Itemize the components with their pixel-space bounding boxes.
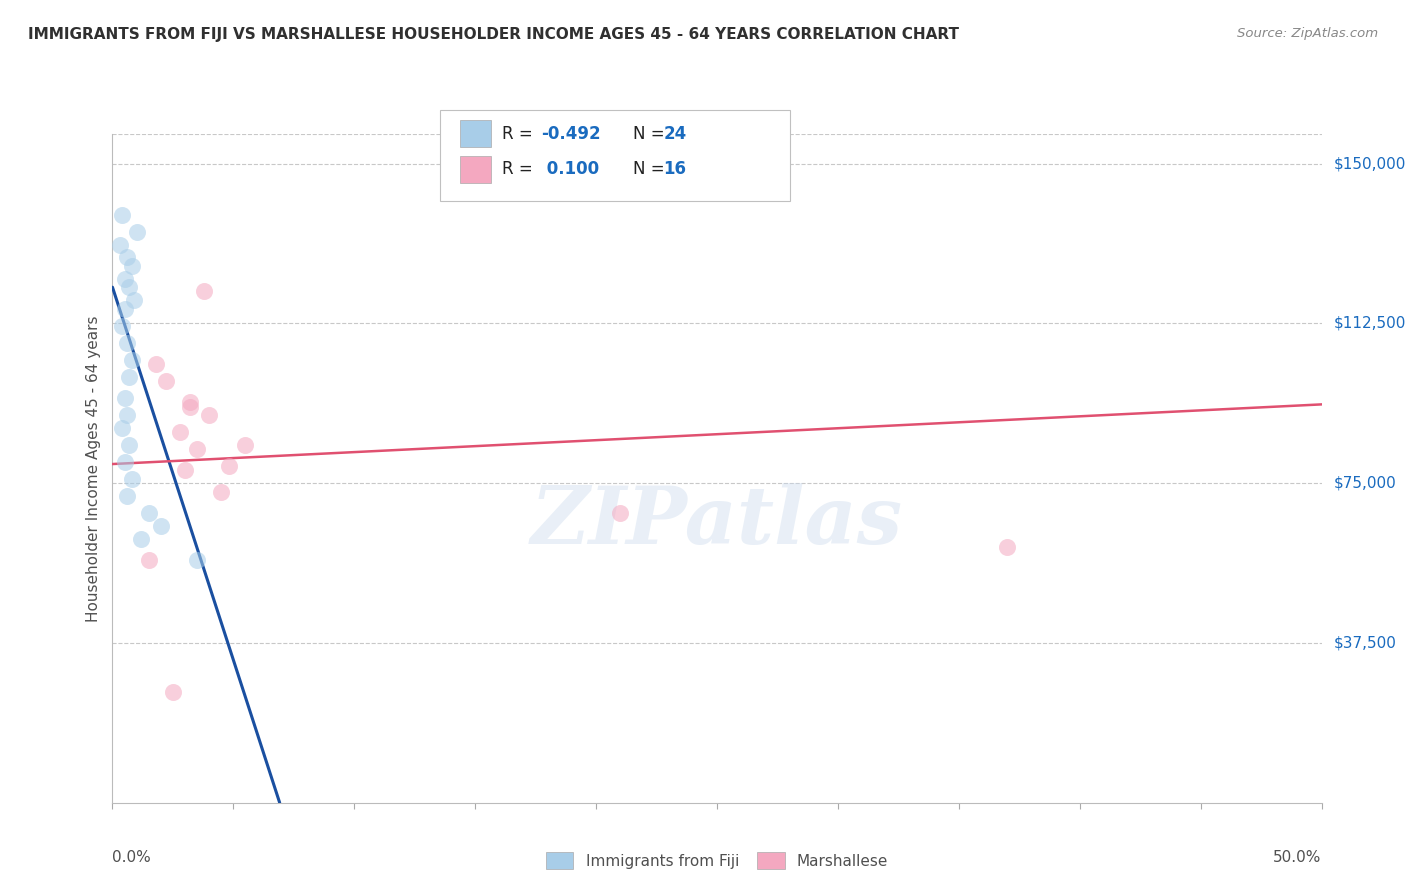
Legend: Immigrants from Fiji, Marshallese: Immigrants from Fiji, Marshallese bbox=[540, 846, 894, 875]
Text: ZIPatlas: ZIPatlas bbox=[531, 483, 903, 560]
Text: 0.0%: 0.0% bbox=[112, 849, 152, 864]
Point bbox=[118, 280, 141, 294]
Point bbox=[179, 400, 201, 414]
Text: 24: 24 bbox=[664, 125, 688, 143]
Point bbox=[121, 472, 143, 486]
Point bbox=[108, 237, 131, 252]
Point bbox=[131, 532, 153, 546]
Point bbox=[121, 352, 143, 367]
Text: R =: R = bbox=[502, 125, 533, 143]
Point bbox=[114, 271, 136, 285]
Point bbox=[235, 438, 257, 452]
Point bbox=[118, 369, 141, 384]
Point bbox=[179, 395, 201, 409]
Point bbox=[114, 455, 136, 469]
Text: $112,500: $112,500 bbox=[1334, 316, 1406, 331]
Text: $37,500: $37,500 bbox=[1334, 635, 1396, 650]
Point bbox=[174, 463, 197, 477]
Point bbox=[111, 208, 134, 222]
Point bbox=[193, 285, 215, 299]
Point bbox=[995, 540, 1018, 554]
Text: N =: N = bbox=[633, 161, 664, 178]
Text: 16: 16 bbox=[664, 161, 686, 178]
Text: IMMIGRANTS FROM FIJI VS MARSHALLESE HOUSEHOLDER INCOME AGES 45 - 64 YEARS CORREL: IMMIGRANTS FROM FIJI VS MARSHALLESE HOUS… bbox=[28, 27, 959, 42]
Text: 50.0%: 50.0% bbox=[1274, 849, 1322, 864]
Point bbox=[145, 357, 167, 371]
Point bbox=[115, 251, 138, 265]
Point bbox=[609, 506, 631, 520]
Text: $150,000: $150,000 bbox=[1334, 156, 1406, 171]
Point bbox=[162, 685, 184, 699]
Point bbox=[169, 425, 191, 439]
Point bbox=[186, 442, 208, 457]
Point bbox=[121, 259, 143, 273]
Y-axis label: Householder Income Ages 45 - 64 years: Householder Income Ages 45 - 64 years bbox=[86, 315, 101, 622]
Point bbox=[198, 408, 221, 422]
Point bbox=[114, 391, 136, 405]
Text: N =: N = bbox=[633, 125, 664, 143]
Point bbox=[209, 484, 232, 499]
Point bbox=[138, 553, 160, 567]
Point bbox=[111, 421, 134, 435]
Point bbox=[186, 553, 208, 567]
Point bbox=[115, 335, 138, 350]
Point bbox=[115, 489, 138, 503]
Point bbox=[118, 438, 141, 452]
Point bbox=[125, 225, 148, 239]
Point bbox=[115, 408, 138, 422]
Point bbox=[218, 459, 240, 474]
Point bbox=[111, 318, 134, 333]
Text: 0.100: 0.100 bbox=[541, 161, 599, 178]
Text: -0.492: -0.492 bbox=[541, 125, 600, 143]
Point bbox=[122, 293, 145, 307]
Point bbox=[155, 374, 177, 388]
Text: $75,000: $75,000 bbox=[1334, 475, 1396, 491]
Text: R =: R = bbox=[502, 161, 533, 178]
Point bbox=[138, 506, 160, 520]
Point bbox=[114, 301, 136, 316]
Text: Source: ZipAtlas.com: Source: ZipAtlas.com bbox=[1237, 27, 1378, 40]
Point bbox=[149, 518, 172, 533]
